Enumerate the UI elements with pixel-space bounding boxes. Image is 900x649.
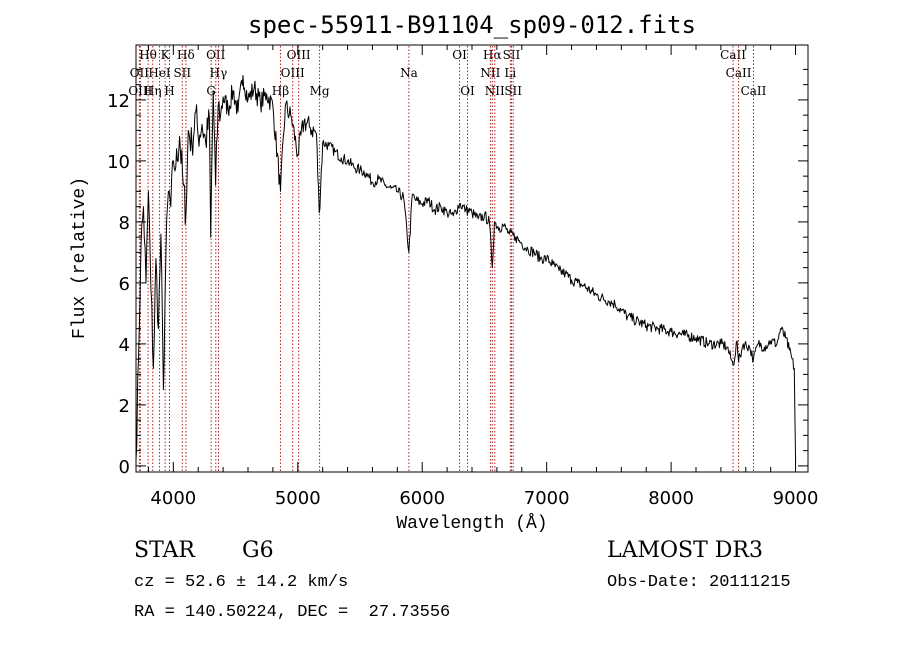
line-marker-label: Hθ [139, 48, 157, 62]
line-marker-label: SII [173, 66, 191, 80]
line-marker-label: OI [460, 84, 475, 98]
y-tick-label: 6 [119, 274, 130, 295]
y-axis-label: Flux (relative) [70, 177, 90, 339]
line-marker-label: OIII [281, 66, 305, 80]
y-tick-label: 8 [119, 213, 130, 234]
spectrum-series [135, 75, 797, 463]
object-subclass: G6 [242, 538, 274, 563]
line-marker-label: OII [130, 66, 150, 80]
line-marker-label: OIII [128, 84, 152, 98]
line-marker-label: G [206, 84, 216, 98]
axis-ticks: 4000 5000 6000 7000 8000 9000 0 2 4 6 8 10 12 [107, 45, 818, 509]
line-marker-label: H [164, 84, 174, 98]
line-marker-label: CaII [720, 48, 746, 62]
x-tick-label: 7000 [524, 488, 570, 509]
y-tick-label: 4 [119, 335, 130, 356]
x-tick-label: 9000 [773, 488, 819, 509]
line-marker-label: HeI [148, 66, 171, 80]
line-marker-label: NII [485, 84, 505, 98]
redshift-velocity: cz = 52.6 ± 14.2 km/s [134, 573, 349, 592]
line-marker-label: Hγ [210, 66, 228, 80]
spectrum-line-0 [135, 75, 797, 463]
line-marker-label: K [161, 48, 171, 62]
line-marker-label: Na [400, 66, 418, 80]
line-marker-label: OIII [287, 48, 311, 62]
line-marker-label: Hα [483, 48, 502, 62]
line-marker-label: Hη [144, 84, 162, 98]
line-marker-label: CaII [741, 84, 767, 98]
line-marker-label: OI [452, 48, 467, 62]
y-tick-label: 0 [119, 457, 130, 478]
line-marker-label: OII [206, 48, 226, 62]
x-tick-label: 8000 [648, 488, 694, 509]
line-marker-label: NII [480, 66, 500, 80]
x-tick-label: 6000 [399, 488, 445, 509]
observation-date: Obs-Date: 20111215 [607, 573, 791, 592]
line-marker-label: Hδ [177, 48, 195, 62]
line-marker-label: SII [503, 48, 521, 62]
y-tick-label: 2 [119, 396, 130, 417]
y-tick-label: 10 [107, 152, 130, 173]
coordinates: RA = 140.50224, DEC = 27.73556 [134, 603, 451, 622]
line-marker-label: SII [504, 84, 522, 98]
survey-name: LAMOST DR3 [607, 538, 763, 563]
line-marker-label: Mg [310, 84, 330, 98]
x-axis-label: Wavelength (Å) [396, 513, 547, 534]
line-marker-label: CaII [726, 66, 752, 80]
object-class: STAR [134, 538, 195, 563]
line-marker-label: Li [504, 66, 516, 80]
y-tick-label: 12 [107, 91, 130, 112]
line-marker-label: Hβ [272, 84, 289, 98]
x-tick-label: 5000 [275, 488, 321, 509]
chart-title: spec-55911-B91104_sp09-012.fits [248, 11, 696, 39]
x-tick-label: 4000 [150, 488, 196, 509]
